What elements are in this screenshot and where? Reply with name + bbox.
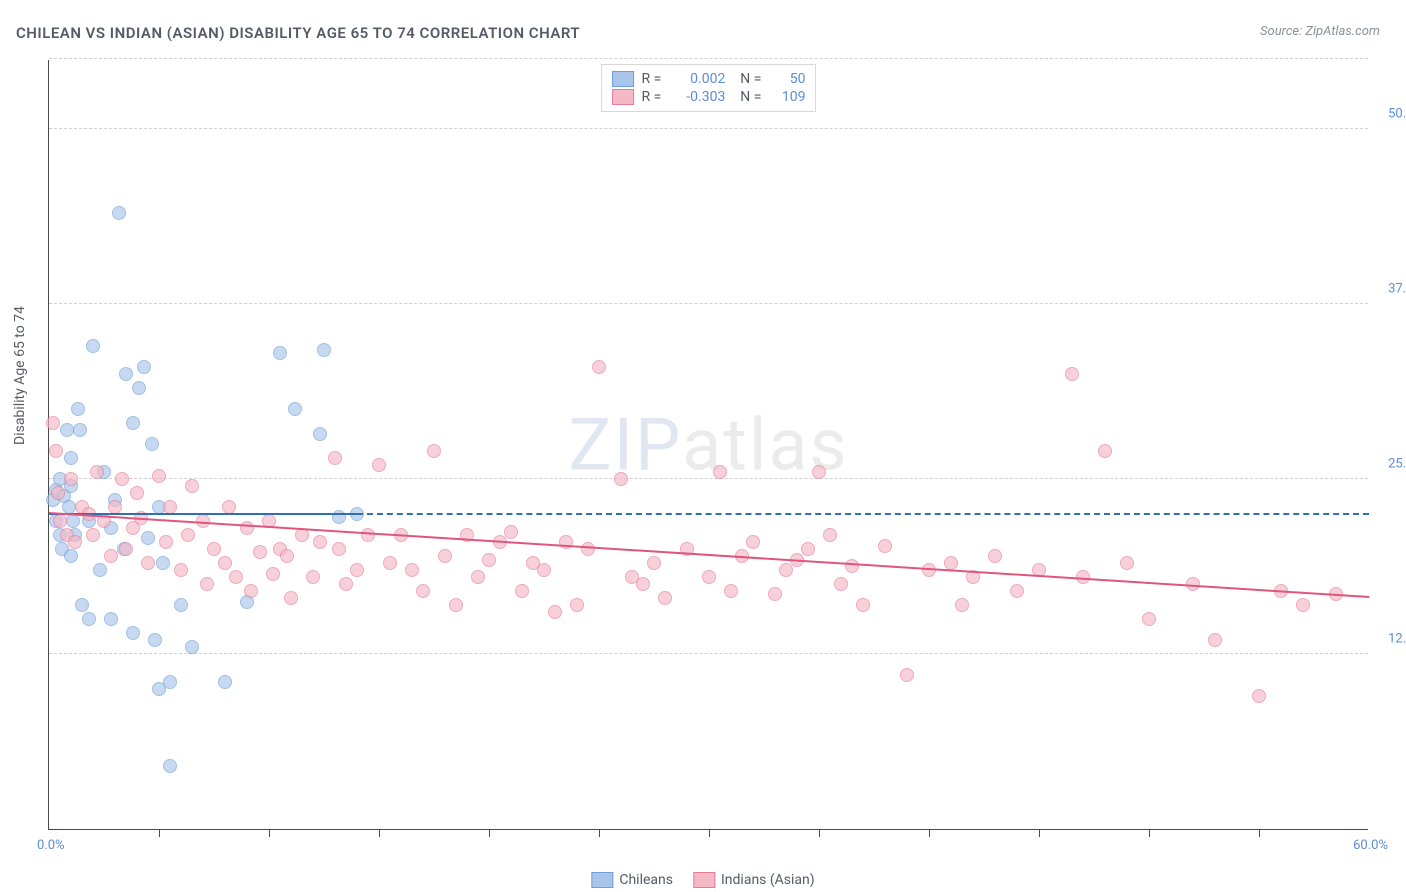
y-tick-label: 12.5% <box>1388 632 1406 647</box>
legend-n-label: N = <box>733 71 761 87</box>
y-axis-label: Disability Age 65 to 74 <box>12 306 28 445</box>
x-tick <box>929 829 930 837</box>
stats-legend-row: R = 0.002 N = 50 <box>612 71 806 87</box>
x-tick <box>379 829 380 837</box>
y-tick-label: 50.0% <box>1388 107 1406 122</box>
x-tick <box>489 829 490 837</box>
stats-legend-row: R = -0.303 N = 109 <box>612 89 806 105</box>
trend-line <box>49 512 1369 598</box>
trend-line-dashed <box>357 513 1369 515</box>
stats-legend: R = 0.002 N = 50 R = -0.303 N = 109 <box>601 64 817 112</box>
x-tick <box>1039 829 1040 837</box>
x-tick <box>709 829 710 837</box>
legend-n-label: N = <box>733 89 761 105</box>
x-tick <box>159 829 160 837</box>
legend-r-value: -0.303 <box>669 89 725 105</box>
x-tick <box>269 829 270 837</box>
x-max-label: 60.0% <box>1353 838 1388 853</box>
legend-swatch <box>612 89 634 105</box>
legend-swatch <box>591 872 613 888</box>
trend-lines-layer <box>49 60 1368 829</box>
series-legend: Chileans Indians (Asian) <box>591 872 814 888</box>
series-legend-label: Chileans <box>619 872 673 888</box>
y-tick-label: 25.0% <box>1388 457 1406 472</box>
legend-r-value: 0.002 <box>669 71 725 87</box>
legend-swatch <box>612 71 634 87</box>
x-tick <box>819 829 820 837</box>
legend-n-value: 50 <box>769 71 805 87</box>
x-origin-label: 0.0% <box>37 838 65 853</box>
chart-title: CHILEAN VS INDIAN (ASIAN) DISABILITY AGE… <box>16 24 580 42</box>
legend-r-label: R = <box>642 71 662 87</box>
legend-swatch <box>693 872 715 888</box>
series-legend-item: Indians (Asian) <box>693 872 815 888</box>
gridline <box>49 58 1368 59</box>
series-legend-item: Chileans <box>591 872 673 888</box>
legend-n-value: 109 <box>769 89 805 105</box>
x-tick <box>599 829 600 837</box>
x-tick <box>1149 829 1150 837</box>
y-tick-label: 37.5% <box>1388 282 1406 297</box>
series-legend-label: Indians (Asian) <box>721 872 815 888</box>
x-tick <box>1259 829 1260 837</box>
legend-r-label: R = <box>642 89 662 105</box>
plot-area: ZIPatlas 12.5%25.0%37.5%50.0% R =0.002 N… <box>48 60 1368 830</box>
source-credit: Source: ZipAtlas.com <box>1260 24 1380 39</box>
